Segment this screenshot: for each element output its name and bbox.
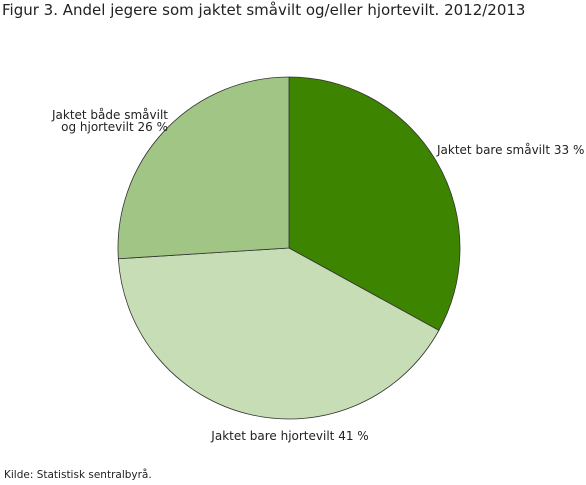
source: Kilde: Statistisk sentralbyrå. (4, 469, 152, 481)
chart-title: Figur 3. Andel jegere som jaktet småvilt… (2, 1, 526, 19)
category-label: Jaktet bare hjortevilt (211, 429, 335, 443)
value-label: 26 % (137, 120, 169, 134)
slice-label: Jaktet både småvilt og hjortevilt 26 % (50, 109, 168, 133)
value-label: 33 % (553, 143, 585, 157)
pie-slice (117, 76, 290, 260)
category-label: Jaktet bare småvilt (437, 143, 551, 157)
pie-slice (117, 247, 440, 420)
slice-label: Jaktet bare småvilt 33 % (437, 144, 586, 156)
category-label: Jaktet både småvilt og hjortevilt (51, 108, 168, 134)
slice-label: Jaktet bare hjortevilt 41 % (190, 430, 390, 442)
pie-slice (288, 76, 461, 331)
value-label: 41 % (338, 429, 369, 443)
